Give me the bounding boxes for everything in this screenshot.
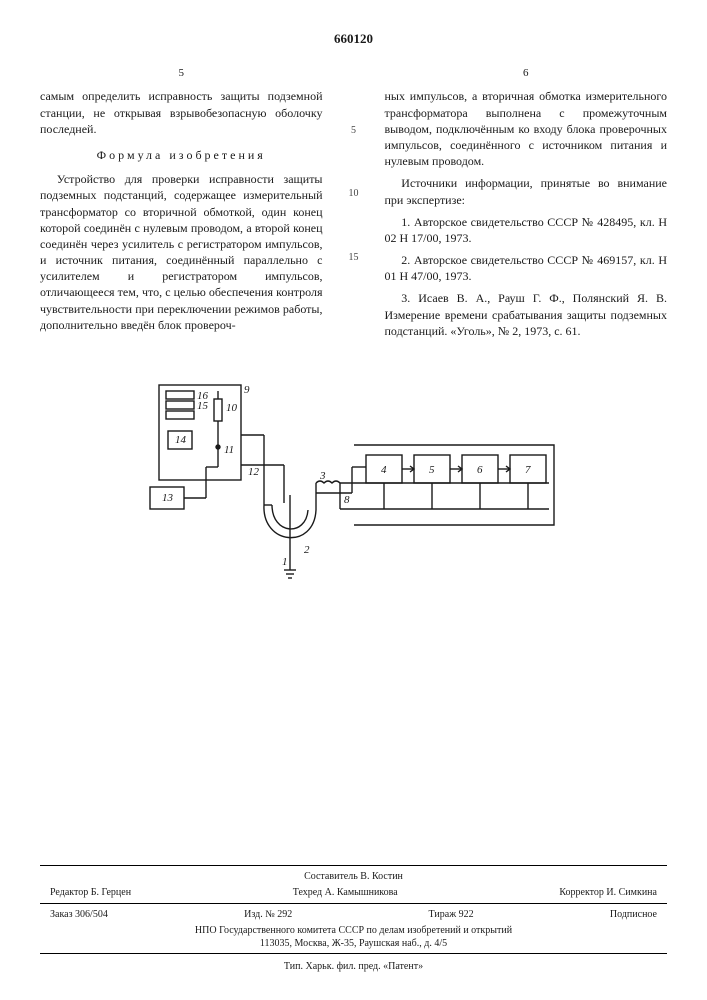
- typography-line: Тип. Харьк. фил. пред. «Патент»: [40, 960, 667, 974]
- label-5: 5: [429, 464, 435, 476]
- ref2: 2. Авторское свидетельство СССР № 469157…: [385, 252, 668, 284]
- editor: Редактор Б. Герцен: [50, 886, 131, 900]
- label-11: 11: [224, 444, 234, 456]
- right-para2: Источники информации, принятые во вниман…: [385, 175, 668, 207]
- ref1: 1. Авторское свидетельство СССР № 428495…: [385, 214, 668, 246]
- imprint-block: Составитель В. Костин Редактор Б. Герцен…: [40, 865, 667, 954]
- label-1: 1: [282, 556, 288, 568]
- label-2: 2: [304, 544, 310, 556]
- ref3: 3. Исаев В. А., Рауш Г. Ф., Полянский Я.…: [385, 290, 668, 339]
- gutter-5: 5: [351, 124, 356, 138]
- gutter-10: 10: [349, 187, 359, 201]
- schematic-diagram: 16 15 14 9 10 11 13 12 4 5 6 7 3 8 1 2: [144, 375, 564, 585]
- tirazh: Тираж 922: [429, 908, 474, 922]
- label-8: 8: [344, 494, 350, 506]
- formula-heading: Формула изобретения: [40, 147, 323, 163]
- label-7: 7: [525, 464, 531, 476]
- label-15: 15: [197, 400, 209, 412]
- text-columns: 5 самым определить исправность защиты по…: [40, 66, 667, 345]
- gutter-15: 15: [349, 251, 359, 265]
- org: НПО Государственного комитета СССР по де…: [40, 924, 667, 938]
- left-column: 5 самым определить исправность защиты по…: [40, 66, 323, 345]
- left-para1: самым определить исправность защиты подз…: [40, 88, 323, 137]
- order-no: Заказ 306/504: [50, 908, 108, 922]
- left-para2: Устройство для проверки исправности защи…: [40, 171, 323, 333]
- sign: Подписное: [610, 908, 657, 922]
- label-12: 12: [248, 466, 260, 478]
- line-number-gutter: 5 10 15: [347, 66, 361, 345]
- label-10: 10: [226, 402, 238, 414]
- label-3: 3: [319, 470, 326, 482]
- compiler: Составитель В. Костин: [40, 870, 667, 884]
- label-4: 4: [381, 464, 387, 476]
- right-col-number: 6: [385, 66, 668, 81]
- label-9: 9: [244, 384, 250, 396]
- corrector: Корректор И. Симкина: [559, 886, 657, 900]
- label-14: 14: [175, 434, 187, 446]
- doc-number: 660120: [40, 30, 667, 48]
- right-column: 6 ных импульсов, а вторичная обмотка изм…: [385, 66, 668, 345]
- label-13: 13: [162, 492, 174, 504]
- label-6: 6: [477, 464, 483, 476]
- right-para1: ных импульсов, а вторичная обмотка измер…: [385, 88, 668, 169]
- tech-editor: Техред А. Камышникова: [293, 886, 398, 900]
- left-col-number: 5: [40, 66, 323, 81]
- izd-no: Изд. № 292: [244, 908, 292, 922]
- addr: 113035, Москва, Ж-35, Раушская наб., д. …: [40, 937, 667, 951]
